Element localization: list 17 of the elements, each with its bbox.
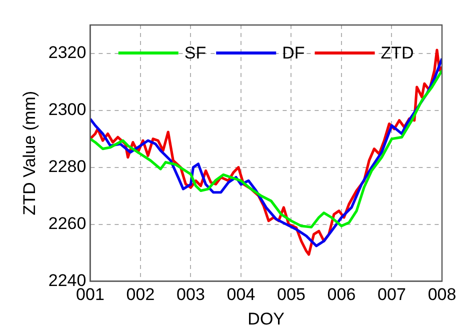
x-axis-title: DOY xyxy=(248,309,285,328)
y-tick-label: 2260 xyxy=(48,214,86,233)
x-tick-label: 004 xyxy=(226,285,256,304)
y-axis-title: ZTD Value (mm) xyxy=(20,90,39,216)
y-tick-label: 2300 xyxy=(48,100,86,120)
y-tick-label: 2280 xyxy=(48,157,86,176)
legend-label: ZTD xyxy=(380,44,414,63)
x-tick-label: 001 xyxy=(76,285,104,304)
x-tick-label: 008 xyxy=(428,285,456,304)
x-tick-label: 002 xyxy=(126,285,155,304)
x-tick-label: 005 xyxy=(277,285,306,304)
x-tick-label: 003 xyxy=(176,285,205,304)
x-tick-label: 006 xyxy=(327,285,356,304)
y-tick-label: 2320 xyxy=(48,43,86,62)
legend-label: SF xyxy=(184,44,206,63)
x-tick-label: 007 xyxy=(378,285,406,304)
legend-label: DF xyxy=(282,44,305,63)
